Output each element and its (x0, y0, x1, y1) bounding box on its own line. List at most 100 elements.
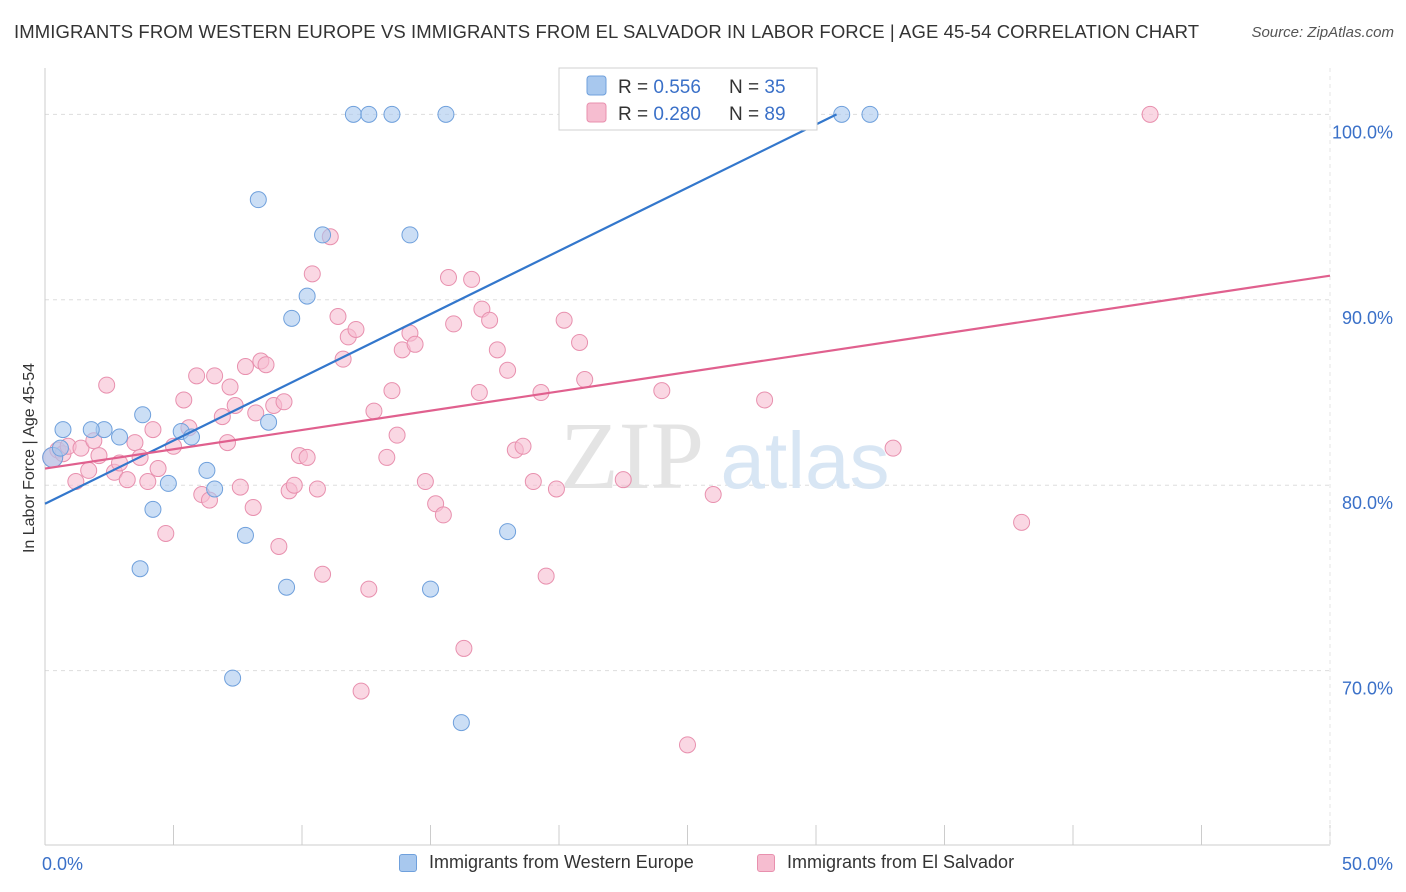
legend-r-label-blue: R = (618, 77, 653, 98)
point-el-salvador[interactable] (298, 448, 316, 466)
point-el-salvador[interactable] (439, 269, 457, 287)
point-western-europe[interactable] (198, 461, 216, 479)
point-el-salvador[interactable] (149, 460, 167, 478)
point-el-salvador[interactable] (247, 404, 265, 422)
point-el-salvador[interactable] (884, 439, 902, 457)
point-el-salvador[interactable] (72, 439, 90, 457)
point-western-europe[interactable] (236, 526, 254, 544)
point-el-salvador[interactable] (118, 471, 136, 489)
point-el-salvador[interactable] (455, 639, 473, 657)
point-el-salvador[interactable] (463, 270, 481, 288)
point-western-europe[interactable] (51, 439, 69, 457)
legend-n-value-pink: 89 (764, 104, 785, 125)
point-el-salvador[interactable] (524, 473, 542, 491)
legend-label-el-salvador: Immigrants from El Salvador (787, 852, 1015, 872)
point-western-europe[interactable] (134, 406, 152, 424)
point-western-europe[interactable] (344, 105, 362, 123)
point-el-salvador[interactable] (416, 473, 434, 491)
point-el-salvador[interactable] (481, 311, 499, 329)
point-western-europe[interactable] (383, 105, 401, 123)
point-el-salvador[interactable] (614, 471, 632, 489)
point-el-salvador[interactable] (388, 426, 406, 444)
point-western-europe[interactable] (861, 105, 879, 123)
point-el-salvador[interactable] (488, 341, 506, 359)
point-el-salvador[interactable] (1141, 105, 1159, 123)
point-el-salvador[interactable] (756, 391, 774, 409)
point-western-europe[interactable] (499, 523, 517, 541)
point-el-salvador[interactable] (257, 356, 275, 374)
point-western-europe[interactable] (452, 714, 470, 732)
point-el-salvador[interactable] (67, 473, 85, 491)
svg-text:R = 0.280: R = 0.280 (618, 104, 701, 125)
legend-swatch-blue (586, 75, 607, 96)
point-el-salvador[interactable] (406, 335, 424, 353)
point-el-salvador[interactable] (679, 736, 696, 754)
point-el-salvador[interactable] (653, 382, 671, 400)
point-western-europe[interactable] (111, 428, 129, 446)
point-el-salvador[interactable] (98, 376, 116, 394)
point-western-europe[interactable] (422, 580, 439, 598)
point-western-europe[interactable] (131, 560, 149, 578)
point-el-salvador[interactable] (244, 498, 262, 516)
point-el-salvador[interactable] (547, 480, 565, 498)
point-el-salvador[interactable] (537, 567, 555, 585)
point-el-salvador[interactable] (270, 537, 288, 555)
point-el-salvador[interactable] (236, 358, 254, 376)
point-western-europe[interactable] (82, 421, 100, 439)
point-el-salvador[interactable] (80, 461, 98, 479)
point-western-europe[interactable] (401, 226, 419, 244)
legend-item-el-salvador[interactable]: Immigrants from El Salvador (757, 852, 1014, 873)
point-el-salvador[interactable] (352, 682, 370, 700)
legend-label-western-europe: Immigrants from Western Europe (429, 852, 694, 872)
point-el-salvador[interactable] (303, 265, 321, 283)
point-el-salvador[interactable] (175, 391, 193, 409)
point-el-salvador[interactable] (445, 315, 463, 333)
point-western-europe[interactable] (833, 105, 851, 123)
legend-r-value-blue: 0.556 (653, 77, 701, 98)
point-western-europe[interactable] (206, 480, 224, 498)
point-western-europe[interactable] (278, 578, 296, 596)
point-el-salvador[interactable] (144, 421, 162, 439)
point-el-salvador[interactable] (365, 402, 383, 420)
point-el-salvador[interactable] (231, 478, 249, 496)
point-el-salvador[interactable] (329, 307, 347, 325)
point-western-europe[interactable] (54, 421, 72, 439)
point-el-salvador[interactable] (285, 476, 303, 494)
point-el-salvador[interactable] (576, 371, 594, 389)
point-western-europe[interactable] (249, 191, 267, 209)
point-el-salvador[interactable] (157, 524, 175, 542)
point-el-salvador[interactable] (704, 486, 722, 504)
point-western-europe[interactable] (159, 474, 177, 492)
point-western-europe[interactable] (144, 500, 162, 518)
point-el-salvador[interactable] (275, 393, 293, 411)
point-el-salvador[interactable] (221, 378, 239, 396)
point-el-salvador[interactable] (188, 367, 206, 385)
point-el-salvador[interactable] (499, 361, 517, 379)
point-el-salvador[interactable] (434, 506, 452, 524)
point-el-salvador[interactable] (206, 367, 224, 385)
point-el-salvador[interactable] (360, 580, 378, 598)
point-western-europe[interactable] (314, 226, 332, 244)
point-el-salvador[interactable] (308, 480, 326, 498)
point-el-salvador[interactable] (347, 320, 365, 338)
point-el-salvador[interactable] (555, 311, 573, 329)
point-western-europe[interactable] (283, 309, 301, 327)
point-el-salvador[interactable] (314, 565, 332, 583)
legend-r-label-pink: R = (618, 104, 653, 125)
point-el-salvador[interactable] (139, 473, 157, 491)
point-el-salvador[interactable] (1013, 513, 1031, 531)
point-western-europe[interactable] (224, 669, 242, 687)
legend-item-western-europe[interactable]: Immigrants from Western Europe (399, 852, 694, 873)
trend-line-el-salvador (44, 274, 1331, 470)
watermark-zip: ZIP (560, 402, 704, 509)
point-el-salvador[interactable] (514, 437, 532, 455)
point-western-europe[interactable] (360, 105, 378, 123)
point-el-salvador[interactable] (571, 333, 589, 351)
point-western-europe[interactable] (260, 413, 278, 431)
point-el-salvador[interactable] (470, 384, 488, 402)
point-western-europe[interactable] (437, 105, 455, 123)
point-el-salvador[interactable] (383, 382, 401, 400)
point-western-europe[interactable] (298, 287, 316, 305)
point-el-salvador[interactable] (126, 434, 144, 452)
point-el-salvador[interactable] (378, 448, 396, 466)
